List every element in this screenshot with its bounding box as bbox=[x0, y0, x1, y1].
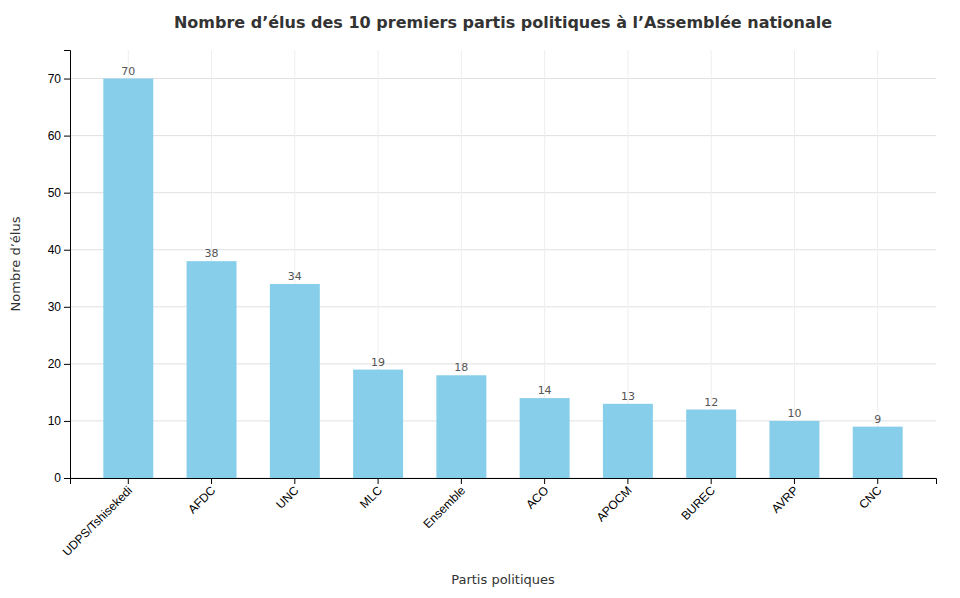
data-label: 38 bbox=[205, 247, 219, 260]
tick: 50 bbox=[48, 186, 70, 200]
data-label: 10 bbox=[787, 407, 801, 420]
tick-mark bbox=[794, 478, 795, 484]
tick-mark bbox=[877, 478, 878, 484]
tick-mark bbox=[64, 364, 70, 365]
grid-line bbox=[70, 192, 936, 193]
bar bbox=[103, 79, 153, 478]
grid-line bbox=[70, 135, 936, 136]
tick: 30 bbox=[48, 300, 70, 314]
tick-label: Ensemble bbox=[421, 483, 469, 531]
bar bbox=[769, 421, 819, 478]
tick: 20 bbox=[48, 357, 70, 371]
data-label: 9 bbox=[874, 413, 881, 426]
tick-label: 0 bbox=[54, 471, 61, 485]
x-axis-title: Partis politiques bbox=[451, 572, 555, 587]
plot: 70 38 34 19 18 14 13 12 10 9 UDPS/Tshisekedi AFDC UN… bbox=[48, 50, 937, 559]
tick-label: ACO bbox=[523, 483, 551, 511]
axis-line bbox=[71, 479, 937, 485]
tick-mark bbox=[64, 193, 70, 194]
tick-label: 10 bbox=[48, 414, 62, 428]
tick-label: 50 bbox=[48, 186, 62, 200]
tick-label: UNC bbox=[273, 483, 302, 512]
tick-mark bbox=[378, 478, 379, 484]
tick: AVRP bbox=[769, 478, 801, 516]
tick-mark bbox=[211, 478, 212, 484]
grid-line bbox=[70, 249, 936, 250]
tick-mark bbox=[64, 250, 70, 251]
tick: 40 bbox=[48, 243, 70, 257]
bar bbox=[686, 410, 736, 478]
tick-label: 40 bbox=[48, 243, 62, 257]
tick: MLC bbox=[357, 478, 385, 511]
tick-mark bbox=[64, 79, 70, 80]
tick: Ensemble bbox=[421, 478, 469, 531]
tick-label: 60 bbox=[48, 129, 62, 143]
bar bbox=[187, 261, 237, 478]
tick-label: 30 bbox=[48, 300, 62, 314]
data-label: 18 bbox=[454, 361, 468, 374]
y-axis: 0 10 20 30 40 50 60 70 bbox=[48, 51, 71, 486]
tick-mark bbox=[461, 478, 462, 484]
axis-line bbox=[64, 51, 71, 479]
data-label: 34 bbox=[288, 270, 302, 283]
tick: 60 bbox=[48, 129, 70, 143]
tick: 70 bbox=[48, 72, 70, 86]
tick-mark bbox=[64, 307, 70, 308]
bar bbox=[353, 370, 403, 478]
bar bbox=[436, 375, 486, 478]
tick-mark bbox=[711, 478, 712, 484]
tick-label: AVRP bbox=[769, 483, 801, 515]
bar bbox=[853, 427, 903, 478]
data-label: 70 bbox=[121, 65, 135, 78]
tick: UNC bbox=[273, 478, 302, 512]
bar bbox=[520, 398, 570, 478]
data-label: 12 bbox=[704, 396, 718, 409]
tick-mark bbox=[128, 478, 129, 484]
tick-label: 70 bbox=[48, 72, 62, 86]
bars bbox=[103, 79, 902, 478]
title: Nombre d’élus des 10 premiers partis pol… bbox=[174, 13, 832, 32]
tick-mark bbox=[64, 421, 70, 422]
tick-label: BUREC bbox=[678, 483, 718, 523]
tick-mark bbox=[544, 478, 545, 484]
tick-mark bbox=[64, 136, 70, 137]
tick-mark bbox=[294, 478, 295, 484]
y-axis-title: Nombre d’élus bbox=[8, 216, 23, 311]
bar bbox=[603, 404, 653, 478]
tick-label: AFDC bbox=[185, 483, 218, 516]
tick: AFDC bbox=[185, 478, 218, 516]
chart: 70 38 34 19 18 14 13 12 10 9 UDPS/Tshisekedi AFDC UN… bbox=[0, 0, 960, 598]
tick-mark bbox=[627, 478, 628, 484]
tick: UDPS/Tshisekedi bbox=[60, 478, 135, 559]
tick: BUREC bbox=[678, 478, 718, 523]
tick-mark bbox=[64, 478, 70, 479]
tick-label: APOCM bbox=[594, 483, 635, 524]
data-label: 14 bbox=[538, 384, 552, 397]
grid-line bbox=[70, 78, 936, 79]
data-label: 19 bbox=[371, 356, 385, 369]
data-labels: 70 38 34 19 18 14 13 12 10 9 bbox=[121, 65, 881, 426]
tick: APOCM bbox=[594, 478, 635, 524]
tick: ACO bbox=[523, 478, 551, 512]
grid bbox=[70, 50, 936, 478]
tick-label: MLC bbox=[357, 483, 385, 511]
tick: 0 bbox=[54, 471, 70, 485]
tick: 10 bbox=[48, 414, 70, 428]
tick: CNC bbox=[856, 478, 885, 512]
tick-label: UDPS/Tshisekedi bbox=[60, 483, 135, 558]
bar bbox=[270, 284, 320, 478]
data-label: 13 bbox=[621, 390, 635, 403]
x-axis: UDPS/Tshisekedi AFDC UNC MLC Ensemble ACO APOC… bbox=[60, 478, 937, 559]
tick-label: 20 bbox=[48, 357, 62, 371]
tick-label: CNC bbox=[856, 483, 885, 512]
